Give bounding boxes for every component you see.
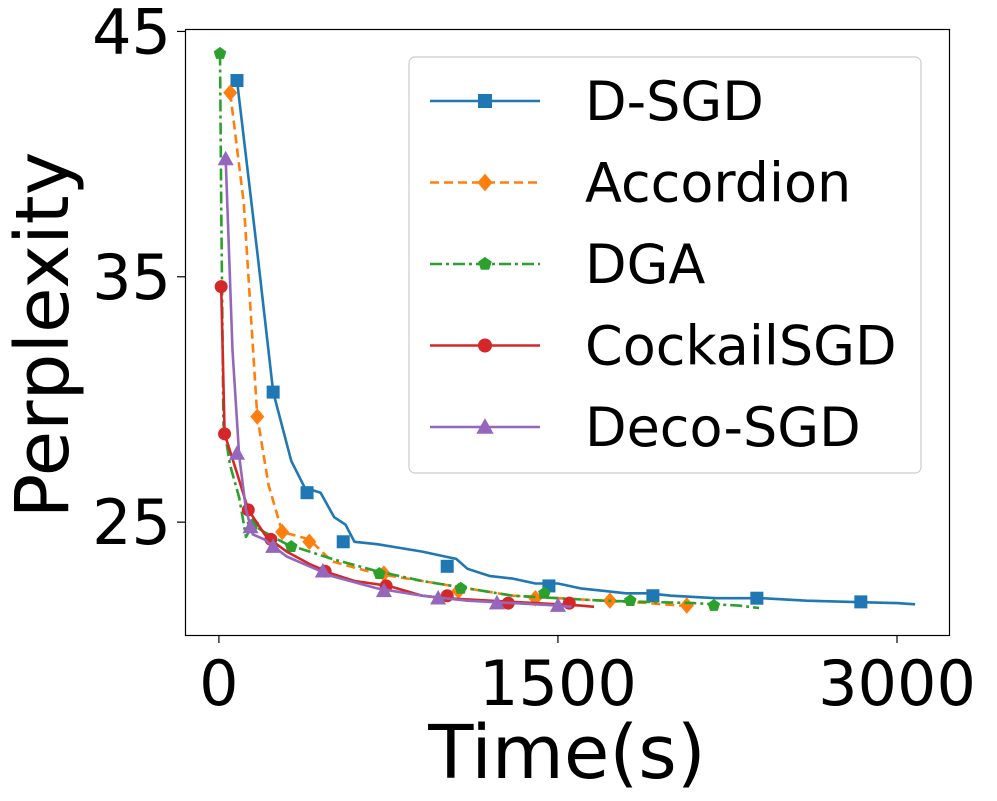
plot-frame xyxy=(184,28,951,637)
x-axis-label: Time(s) xyxy=(427,710,705,796)
legend-box xyxy=(408,56,922,474)
data-point-deco-sgd xyxy=(217,150,234,166)
data-point-deco-sgd xyxy=(314,562,331,578)
data-point-deco-sgd xyxy=(549,597,567,612)
plot-area xyxy=(213,46,916,614)
legend-label-dga: DGA xyxy=(585,233,705,296)
legend-marker-accordion xyxy=(477,173,493,192)
x-tick-label: 3000 xyxy=(818,647,976,720)
data-point-deco-sgd xyxy=(242,518,259,534)
data-point-dga xyxy=(538,586,551,599)
data-point-deco-sgd xyxy=(488,594,505,610)
legend-entry-cockailsgd: CockailSGD xyxy=(430,315,897,378)
y-tick-label: 25 xyxy=(92,486,171,559)
data-point-dga xyxy=(213,46,227,59)
data-point-dga xyxy=(707,598,721,611)
data-point-accordion xyxy=(679,597,694,614)
data-point-d-sgd xyxy=(336,535,350,549)
series-d-sgd xyxy=(230,74,916,609)
data-point-dga xyxy=(454,581,468,594)
data-point-cockailsgd xyxy=(214,280,228,294)
data-point-dga xyxy=(373,567,386,579)
y-axis-label: Perplexity xyxy=(0,152,86,519)
data-point-cockailsgd xyxy=(218,427,232,441)
legend-entry-accordion: Accordion xyxy=(430,152,851,215)
data-point-d-sgd xyxy=(750,591,764,605)
x-tick-label: 1500 xyxy=(479,647,637,720)
legend-entry-deco-sgd: Deco-SGD xyxy=(430,396,861,459)
data-point-d-sgd xyxy=(440,559,454,573)
data-point-deco-sgd xyxy=(375,582,392,598)
legend-label-deco-sgd: Deco-SGD xyxy=(585,396,861,459)
data-point-deco-sgd xyxy=(265,538,282,553)
legend-entry-dga: DGA xyxy=(430,233,705,296)
data-point-d-sgd xyxy=(646,589,660,603)
data-point-d-sgd xyxy=(854,595,868,609)
data-point-d-sgd xyxy=(300,486,314,500)
y-tick-label: 35 xyxy=(92,241,171,314)
y-tick-label: 45 xyxy=(92,0,171,68)
data-point-accordion xyxy=(223,84,238,102)
legend: D-SGD Accordion DGA CockailSGD Deco-SGD xyxy=(408,56,922,474)
legend-marker-d-sgd xyxy=(478,94,492,108)
x-tick-label: 0 xyxy=(199,647,238,720)
series-line-d-sgd xyxy=(235,80,916,606)
data-point-dga xyxy=(284,540,298,552)
legend-marker-dga xyxy=(478,256,492,270)
series-line-dga xyxy=(218,53,760,610)
legend-marker-cockailsgd xyxy=(478,338,492,353)
series-deco-sgd xyxy=(217,150,572,612)
data-point-d-sgd xyxy=(266,385,280,399)
data-point-d-sgd xyxy=(230,74,244,88)
legend-label-accordion: Accordion xyxy=(585,152,851,215)
legend-label-cockailsgd: CockailSGD xyxy=(585,315,897,378)
legend-marker-deco-sgd xyxy=(476,418,494,434)
data-point-accordion xyxy=(250,408,265,425)
legend-entry-d-sgd: D-SGD xyxy=(430,70,764,133)
data-point-dga xyxy=(624,594,637,606)
legend-label-d-sgd: D-SGD xyxy=(585,70,764,133)
data-point-deco-sgd xyxy=(430,589,447,605)
axes: 0 1500 3000 25 35 45 xyxy=(92,0,976,720)
data-point-deco-sgd xyxy=(228,445,246,460)
data-point-accordion xyxy=(302,533,317,551)
data-point-accordion xyxy=(275,523,290,541)
